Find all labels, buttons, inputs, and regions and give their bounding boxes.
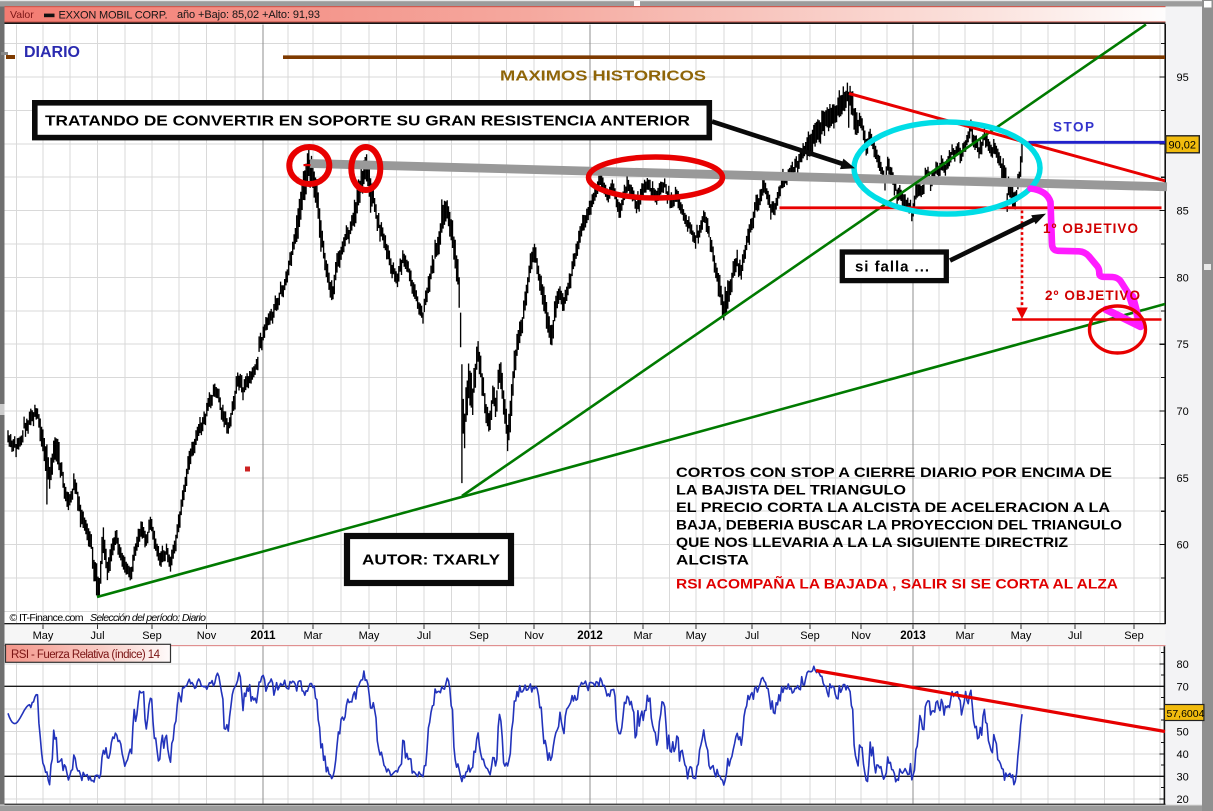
svg-text:60: 60	[1177, 540, 1189, 552]
svg-text:LA BAJISTA DEL TRIANGULO: LA BAJISTA DEL TRIANGULO	[676, 483, 906, 498]
svg-text:2011: 2011	[251, 630, 277, 642]
svg-text:Jul: Jul	[1068, 630, 1082, 642]
svg-text:70: 70	[1177, 406, 1189, 418]
svg-text:si falla ...: si falla ...	[855, 259, 929, 276]
svg-text:Selección del período: Diario: Selección del período: Diario	[90, 612, 206, 624]
svg-text:65: 65	[1177, 473, 1189, 485]
svg-text:30: 30	[1177, 771, 1189, 783]
svg-text:Nov: Nov	[197, 630, 217, 642]
svg-text:Jul: Jul	[90, 630, 104, 642]
svg-text:AUTOR: TXARLY: AUTOR: TXARLY	[362, 552, 500, 569]
svg-text:BAJA, DEBERIA BUSCAR LA PROYEC: BAJA, DEBERIA BUSCAR LA PROYECCION DEL T…	[676, 518, 1122, 533]
svg-text:DIARIO: DIARIO	[24, 44, 80, 61]
svg-text:EXXON MOBIL CORP.: EXXON MOBIL CORP.	[59, 10, 168, 22]
svg-text:QUE NOS LLEVARIA A LA LA SIGUI: QUE NOS LLEVARIA A LA LA SIGUIENTE DIREC…	[676, 535, 1068, 550]
svg-text:Mar: Mar	[956, 630, 975, 642]
svg-text:70: 70	[1177, 681, 1189, 693]
svg-text:2º OBJETIVO: 2º OBJETIVO	[1045, 288, 1140, 303]
svg-text:85: 85	[1177, 206, 1189, 218]
svg-text:20: 20	[1177, 794, 1189, 806]
svg-text:Valor: Valor	[10, 9, 34, 21]
svg-text:90,02: 90,02	[1169, 140, 1197, 152]
svg-text:CORTOS CON STOP A CIERRE DIARI: CORTOS CON STOP A CIERRE DIARIO POR ENCI…	[676, 465, 1112, 480]
svg-text:TRATANDO DE CONVERTIR EN SOPOR: TRATANDO DE CONVERTIR EN SOPORTE SU GRAN…	[45, 113, 690, 130]
svg-text:50: 50	[1177, 726, 1189, 738]
svg-text:© IT-Finance.com: © IT-Finance.com	[10, 612, 84, 624]
svg-text:May: May	[33, 630, 54, 642]
svg-text:STOP: STOP	[1053, 120, 1094, 135]
svg-text:RSI - Fuerza Relativa (índice): RSI - Fuerza Relativa (índice) 14	[11, 649, 161, 661]
svg-text:2013: 2013	[900, 630, 926, 642]
svg-text:80: 80	[1177, 272, 1189, 284]
svg-text:Sep: Sep	[142, 630, 162, 642]
svg-text:75: 75	[1177, 339, 1189, 351]
svg-text:Sep: Sep	[469, 630, 489, 642]
svg-text:RSI ACOMPAÑA LA BAJADA , SALI: RSI ACOMPAÑA LA BAJADA , SALIR SI SE COR…	[676, 577, 1118, 592]
svg-text:Jul: Jul	[745, 630, 759, 642]
svg-text:Sep: Sep	[800, 630, 820, 642]
svg-text:Mar: Mar	[634, 630, 653, 642]
svg-text:2012: 2012	[577, 630, 603, 642]
svg-text:40: 40	[1177, 749, 1189, 761]
svg-text:año +Bajo: 85,02 +Alto: 91,93: año +Bajo: 85,02 +Alto: 91,93	[177, 9, 320, 21]
svg-text:Nov: Nov	[851, 630, 871, 642]
svg-text:Nov: Nov	[524, 630, 544, 642]
svg-text:95: 95	[1177, 72, 1189, 84]
svg-text:Jul: Jul	[417, 630, 431, 642]
svg-text:May: May	[359, 630, 380, 642]
svg-text:ALCISTA: ALCISTA	[676, 553, 749, 568]
svg-text:EL PRECIO CORTA LA ALCISTA DE: EL PRECIO CORTA LA ALCISTA DE ACELERACIO…	[676, 500, 1110, 515]
svg-text:Mar: Mar	[304, 630, 323, 642]
svg-text:May: May	[1011, 630, 1032, 642]
svg-text:80: 80	[1177, 659, 1189, 671]
svg-text:May: May	[686, 630, 707, 642]
svg-text:1º OBJETIVO: 1º OBJETIVO	[1043, 221, 1138, 236]
svg-text:Sep: Sep	[1124, 630, 1144, 642]
svg-text:57,6004: 57,6004	[1167, 708, 1205, 720]
svg-text:MAXIMOS HISTORICOS: MAXIMOS HISTORICOS	[500, 68, 706, 85]
